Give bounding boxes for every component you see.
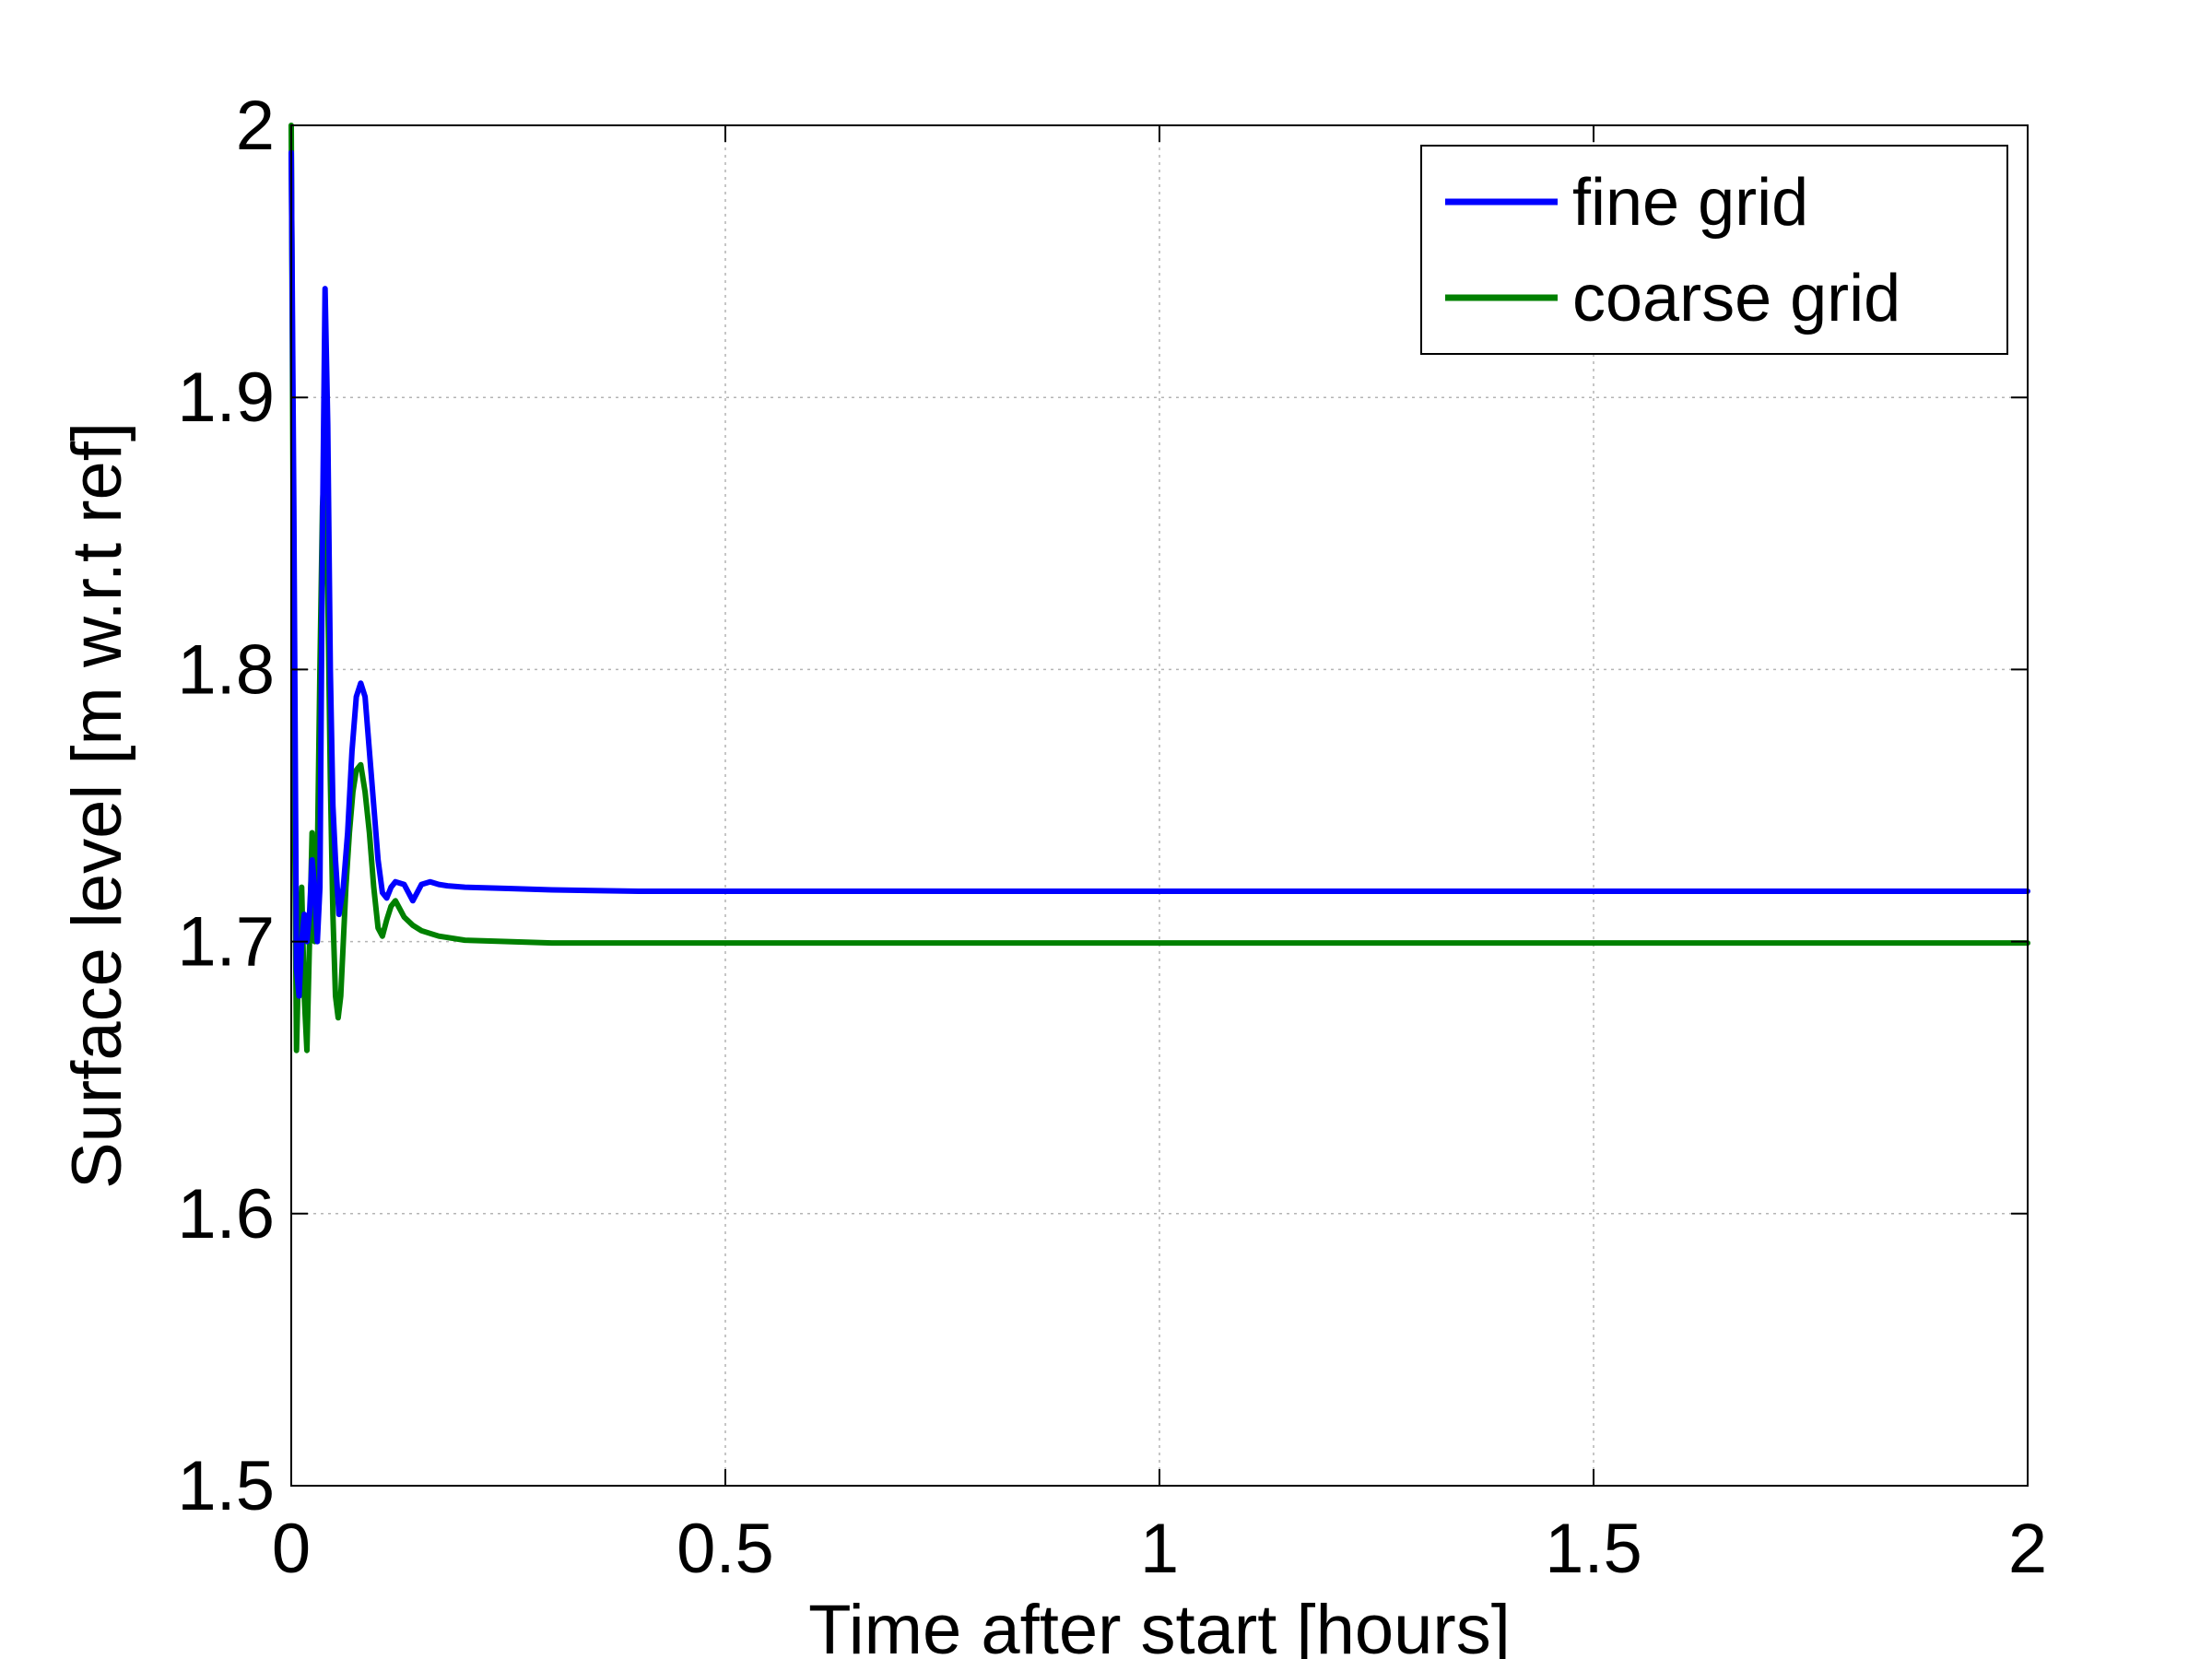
x-axis-label: Time after start [hours] bbox=[808, 1591, 1511, 1659]
legend-label-coarse-grid: coarse grid bbox=[1572, 262, 1900, 335]
series-line-fine-grid bbox=[288, 149, 2030, 999]
y-tick-label: 2 bbox=[236, 87, 275, 165]
x-tick-label: 2 bbox=[2008, 1510, 2047, 1588]
legend: fine grid coarse grid bbox=[1420, 145, 2008, 355]
y-tick-label: 1.7 bbox=[177, 903, 275, 982]
y-tick-label: 1.9 bbox=[177, 359, 275, 437]
x-tick-label: 0 bbox=[272, 1510, 311, 1588]
axis-ticks: 0 0.5 1 1.5 2 1.5 1.6 1.7 1.8 1.9 2 bbox=[177, 87, 2047, 1588]
y-tick-label: 1.8 bbox=[177, 630, 275, 709]
x-tick-label: 1 bbox=[1140, 1510, 1179, 1588]
y-tick-label: 1.5 bbox=[177, 1447, 275, 1525]
y-tick-label: 1.6 bbox=[177, 1175, 275, 1253]
legend-label-fine-grid: fine grid bbox=[1572, 166, 1808, 240]
x-tick-label: 0.5 bbox=[677, 1510, 774, 1588]
legend-box bbox=[1420, 145, 2008, 355]
y-axis-label: Surface level [m w.r.t ref] bbox=[58, 422, 136, 1189]
data-series bbox=[288, 123, 2030, 1053]
x-tick-label: 1.5 bbox=[1545, 1510, 1642, 1588]
